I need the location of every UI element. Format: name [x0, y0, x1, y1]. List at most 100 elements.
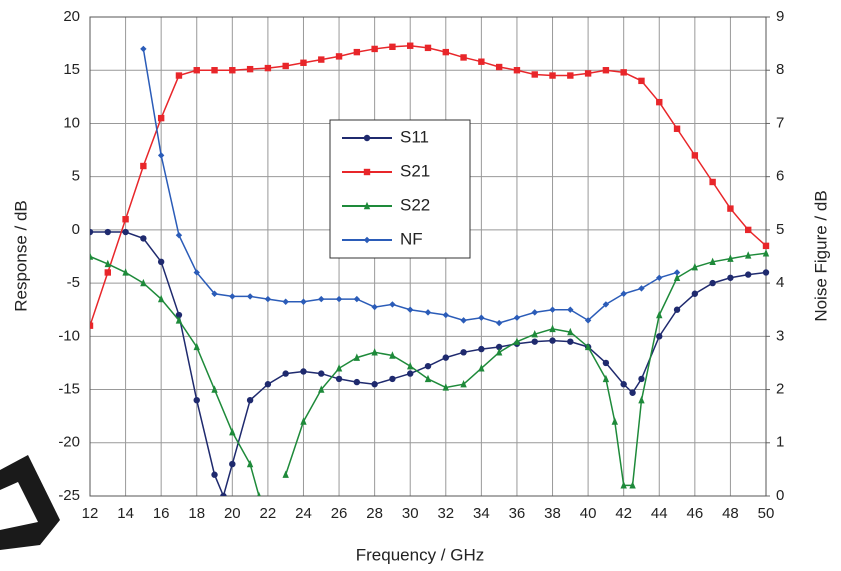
point [122, 268, 129, 276]
point [157, 152, 165, 159]
point [335, 53, 343, 60]
legend-label: S22 [400, 195, 430, 214]
y-tick-label: -10 [58, 327, 80, 344]
y-tick-label: -25 [58, 487, 80, 504]
point [513, 314, 521, 321]
point [282, 470, 289, 478]
point [300, 368, 307, 375]
point [246, 459, 254, 468]
x-tick-label: 50 [758, 505, 775, 522]
point [478, 345, 485, 353]
y2-tick-label: 2 [776, 381, 784, 398]
x-tick-label: 14 [117, 505, 134, 522]
point [531, 338, 538, 345]
point [549, 324, 556, 333]
point [335, 375, 343, 383]
x-tick-label: 38 [544, 505, 561, 522]
point [157, 294, 165, 303]
x-tick-label: 48 [722, 505, 739, 522]
y-tick-label: 5 [72, 168, 80, 185]
y2-tick-label: 5 [776, 221, 784, 238]
y-tick-label: 10 [63, 114, 80, 131]
point [531, 71, 538, 78]
point [673, 273, 681, 281]
point [140, 235, 147, 242]
point [424, 362, 432, 370]
point [478, 364, 485, 372]
y2-tick-label: 0 [776, 487, 784, 504]
point [656, 274, 663, 281]
y2-axis-label: Noise Figure / dB [811, 190, 830, 321]
point [104, 269, 111, 276]
point [389, 375, 396, 383]
point [602, 374, 610, 383]
y-tick-label: -15 [58, 381, 80, 398]
point [691, 262, 699, 271]
point [175, 316, 183, 324]
point [460, 349, 467, 356]
point [318, 385, 325, 393]
series [90, 42, 770, 329]
point [140, 278, 147, 287]
point [371, 348, 378, 356]
point [90, 228, 94, 236]
legend-marker [363, 236, 371, 244]
point [727, 205, 734, 212]
x-axis-label: Frequency / GHz [356, 545, 485, 564]
point [629, 481, 636, 489]
point [246, 397, 254, 404]
point [567, 327, 574, 336]
point [727, 254, 734, 262]
point [371, 45, 378, 53]
point [175, 232, 183, 239]
y-tick-label: -5 [67, 274, 80, 291]
point [762, 242, 770, 250]
y-tick-label: 0 [72, 221, 80, 238]
point [264, 295, 272, 303]
point [157, 258, 165, 266]
point [353, 378, 361, 386]
point [90, 252, 94, 260]
point [584, 70, 592, 77]
point [220, 492, 227, 496]
point [335, 364, 343, 372]
point [656, 310, 663, 319]
point [371, 303, 378, 311]
point [246, 65, 254, 73]
x-tick-label: 16 [153, 505, 170, 522]
point [211, 385, 218, 393]
point [460, 317, 467, 324]
point [584, 317, 592, 324]
point [549, 72, 556, 79]
point [531, 309, 538, 316]
point [389, 351, 396, 359]
y2-tick-label: 4 [776, 274, 784, 291]
point [211, 67, 218, 74]
point [335, 295, 343, 303]
point [407, 370, 414, 377]
point [300, 298, 307, 305]
point [257, 491, 261, 496]
point [567, 72, 574, 79]
point [122, 228, 129, 236]
x-tick-label: 36 [509, 505, 526, 522]
y2-tick-label: 7 [776, 114, 784, 131]
point [638, 375, 645, 383]
y-tick-label: -20 [58, 434, 80, 451]
x-tick-label: 20 [224, 505, 241, 522]
point [602, 301, 610, 308]
point [318, 56, 325, 63]
point [104, 228, 111, 236]
point [709, 279, 716, 287]
device-screen [0, 482, 38, 530]
point [513, 337, 521, 345]
point [549, 306, 556, 313]
point [193, 67, 200, 74]
point [656, 98, 663, 106]
series [140, 45, 681, 327]
point [495, 319, 503, 327]
x-tick-label: 12 [82, 505, 99, 522]
point [745, 271, 752, 278]
point [727, 274, 734, 281]
